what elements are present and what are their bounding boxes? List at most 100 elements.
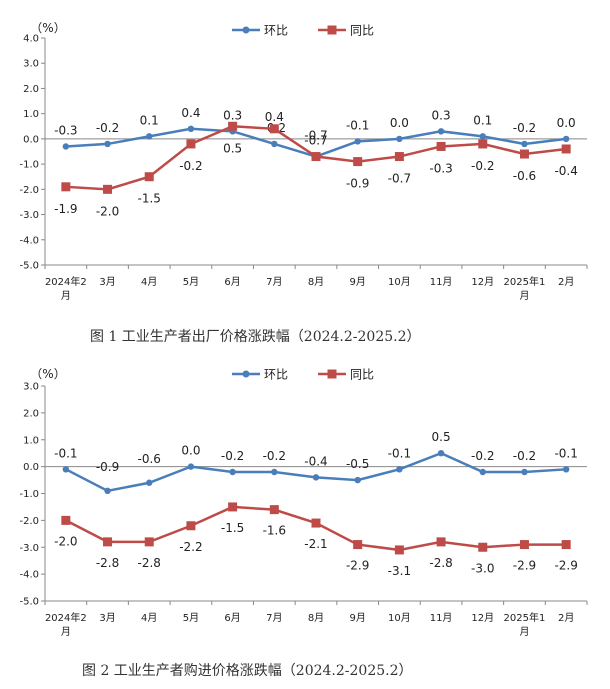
data-label: 0.3: [223, 108, 242, 122]
data-point: [103, 537, 113, 547]
y-tick-label: 0.0: [23, 462, 39, 473]
data-label: -0.3: [54, 123, 77, 137]
data-label: -0.2: [513, 121, 536, 135]
data-label: -1.6: [263, 524, 286, 538]
data-label: -0.5: [346, 457, 369, 471]
data-label: -0.2: [471, 449, 494, 463]
data-label: 0.0: [557, 116, 576, 130]
data-label: 0.5: [432, 430, 451, 444]
x-tick-label: 12月: [471, 276, 494, 288]
data-point: [436, 537, 446, 547]
data-label: -0.1: [54, 446, 77, 460]
data-label: -2.8: [429, 556, 452, 570]
data-label: -2.8: [96, 556, 119, 570]
data-point: [146, 133, 153, 140]
x-tick-label: 9月: [350, 612, 366, 624]
y-tick-label: -3.0: [19, 543, 39, 554]
y-tick-label: 2.0: [23, 84, 39, 95]
data-label: -2.8: [138, 556, 161, 570]
data-point: [146, 479, 153, 486]
data-label: -3.1: [388, 564, 411, 578]
data-label: -0.2: [513, 449, 536, 463]
x-tick-label: 7月: [266, 276, 282, 288]
data-label: -0.9: [96, 460, 119, 474]
data-label: -2.1: [304, 537, 327, 551]
x-tick-label: 月: [519, 626, 529, 638]
data-point: [269, 505, 279, 515]
chart-1-svg: 4.0 3.0 2.0 1.0 0.0 -1.0 -2.0 -3.0 -4.0 -5.0 2024年…: [19, 21, 588, 345]
data-point: [353, 157, 363, 167]
data-point: [436, 141, 446, 151]
data-label: -1.9: [54, 202, 77, 216]
chart-caption: 图 2 工业生产者购进价格涨跌幅（2024.2-2025.2）: [82, 663, 413, 679]
y-tick-label: 3.0: [23, 59, 39, 70]
y-tick-label: 2.0: [23, 408, 39, 419]
x-tick-label: 8月: [308, 612, 324, 624]
y-tick-label: -3.0: [19, 210, 39, 221]
data-label: -0.7: [304, 129, 327, 143]
data-point: [394, 545, 404, 555]
data-point: [354, 476, 361, 484]
legend-entry: 同比: [350, 368, 374, 382]
data-point: [562, 466, 570, 473]
data-label: -0.2: [221, 449, 244, 463]
chart-ppi-output: 4.0 3.0 2.0 1.0 0.0 -1.0 -2.0 -3.0 -4.0 -5.0 2024年…: [19, 21, 588, 345]
legend-marker: [327, 369, 337, 379]
data-point: [62, 143, 70, 150]
data-label: 0.4: [265, 110, 284, 124]
data-point: [271, 468, 278, 476]
data-label: -1.5: [221, 521, 244, 535]
data-point: [353, 540, 363, 550]
x-tick-label: 6月: [224, 276, 240, 288]
data-label: -0.2: [179, 159, 202, 173]
y-tick-label: -5.0: [19, 597, 39, 608]
data-label: -0.2: [263, 449, 286, 463]
legend-entry: 同比: [350, 24, 374, 38]
x-tick-label: 月: [519, 290, 529, 302]
data-label: -0.7: [388, 172, 411, 186]
data-point: [186, 139, 196, 149]
x-tick-label: 5月: [183, 612, 199, 624]
x-tick-label: 6月: [224, 612, 240, 624]
data-label: -0.4: [554, 164, 577, 178]
data-point: [228, 502, 238, 512]
data-label: -0.1: [388, 446, 411, 460]
x-tick-label: 5月: [183, 276, 199, 288]
x-tick-label: 2024年2: [45, 611, 87, 624]
data-point: [269, 124, 279, 134]
data-point: [144, 172, 154, 182]
data-point: [144, 537, 154, 547]
y-tick-label: -1.0: [19, 160, 39, 171]
x-tick-label: 4月: [141, 276, 157, 288]
data-label: -2.0: [54, 534, 77, 548]
data-point: [396, 466, 403, 473]
data-point: [271, 140, 278, 148]
y-tick-label: 4.0: [23, 34, 39, 45]
y-tick-label: -4.0: [19, 235, 39, 246]
data-point: [396, 135, 403, 143]
data-label: 0.1: [473, 113, 492, 127]
data-label: -2.9: [346, 559, 369, 573]
data-label: -2.9: [513, 559, 536, 573]
data-label: 0.4: [181, 106, 200, 120]
y-tick-label: 0.0: [23, 134, 39, 145]
data-point: [354, 138, 361, 145]
x-tick-label: 8月: [308, 276, 324, 288]
data-label: -0.3: [429, 161, 452, 175]
data-point: [187, 125, 195, 132]
x-tick-label: 2025年1: [504, 611, 546, 624]
data-point: [437, 128, 445, 135]
data-point: [61, 182, 71, 192]
y-tick-label: -4.0: [19, 570, 39, 581]
data-label: 0.0: [181, 444, 200, 458]
chart-ppi-purchase: 3.0 2.0 1.0 0.0 -1.0 -2.0 -3.0 -4.0 -5.0 2024年2 月 3…: [0, 345, 610, 689]
data-point: [561, 540, 571, 550]
x-tick-label: 3月: [99, 276, 115, 288]
data-point: [187, 463, 195, 470]
data-point: [186, 521, 196, 531]
data-point: [437, 449, 445, 457]
data-label: 0.3: [432, 108, 451, 122]
data-label: -0.1: [346, 118, 369, 132]
data-label: 0.0: [390, 116, 409, 130]
data-label: 0.5: [223, 141, 242, 155]
